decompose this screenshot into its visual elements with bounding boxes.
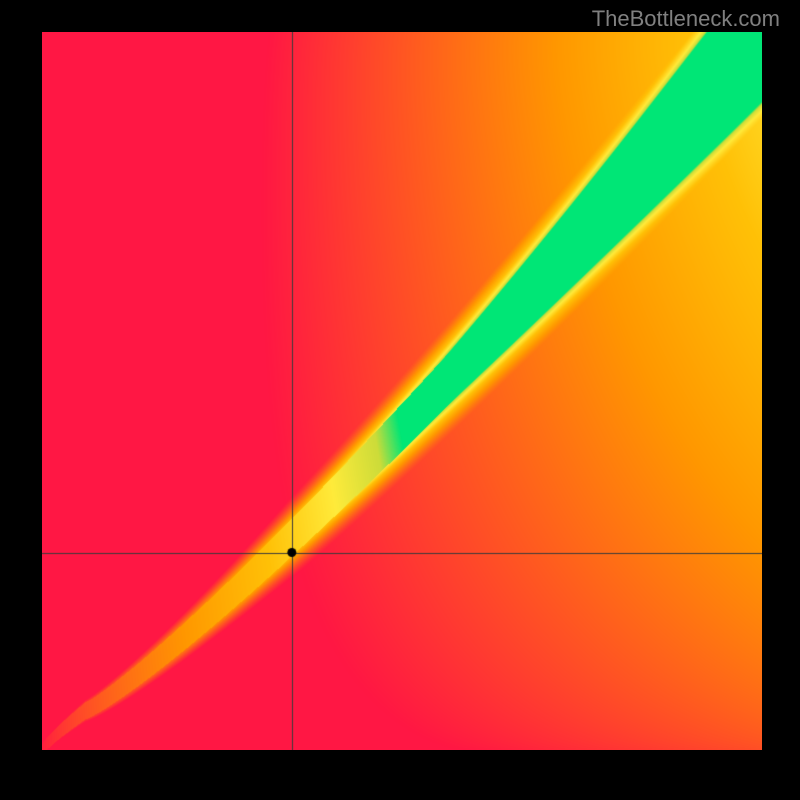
- heatmap-canvas: [42, 32, 762, 750]
- heatmap-plot: [42, 32, 762, 750]
- watermark-text: TheBottleneck.com: [592, 6, 780, 32]
